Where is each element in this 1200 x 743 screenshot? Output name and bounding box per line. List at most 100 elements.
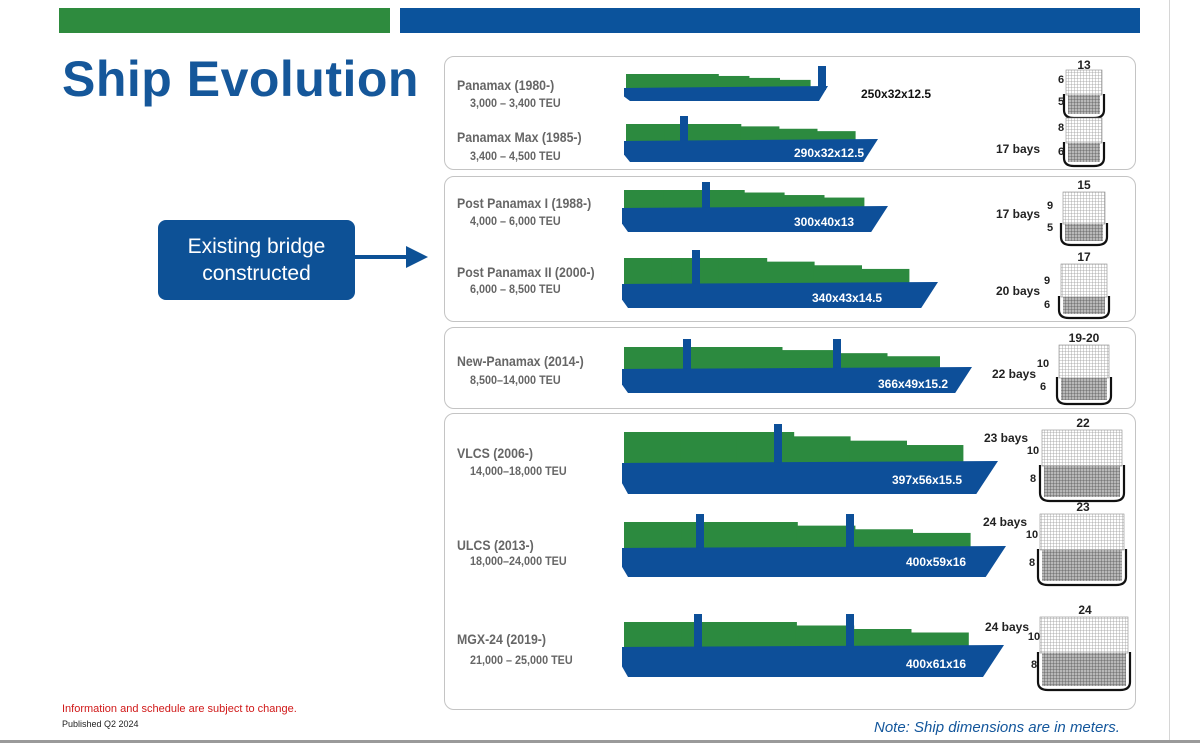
- ship-3-container-stack-5: [861, 268, 910, 286]
- ship-1-cross-section-hull: [1062, 142, 1106, 168]
- disclaimer-text: Information and schedule are subject to …: [62, 703, 297, 715]
- ship-7-cross-section-hull: [1036, 652, 1132, 692]
- ship-4-bays: 22 bays: [992, 367, 1036, 381]
- ship-6-tiers-above-deck: 10: [1026, 529, 1038, 541]
- ship-2-bridge-0: [702, 182, 710, 210]
- ship-7-cross-section-upper: [1039, 616, 1129, 654]
- ship-3-tiers-below-deck: 6: [1044, 299, 1050, 311]
- ship-5-bridge-0: [774, 424, 782, 465]
- ship-1-cross-section-lower: [1068, 143, 1100, 162]
- ship-4-cross-section-lower: [1061, 378, 1107, 400]
- ship-0-container-stack-1: [656, 74, 689, 90]
- ship-2-tiers-below-deck: 5: [1047, 222, 1053, 234]
- ship-7-bridge-1: [846, 614, 854, 649]
- ship-4-cross-section-upper: [1058, 344, 1110, 379]
- ship-3-container-stack-4: [813, 265, 862, 286]
- ship-6-bridge-0: [696, 514, 704, 550]
- ship-0-hull: [624, 86, 828, 101]
- ship-5-dimensions: 397x56x15.5: [892, 473, 962, 487]
- page-right-margin: [1169, 0, 1200, 743]
- ship-7-cross-section-lower: [1042, 653, 1126, 686]
- ship-4-tiers-below-deck: 6: [1040, 381, 1046, 393]
- ship-3-tiers-above-deck: 9: [1044, 275, 1050, 287]
- ship-7-container-stack-5: [910, 632, 969, 649]
- ship-5-tiers-below-deck: 8: [1030, 473, 1036, 485]
- ship-1-bridge-0: [680, 116, 688, 143]
- ship-2-cross-section-upper: [1062, 191, 1106, 225]
- ship-7-container-stack-1: [681, 622, 740, 649]
- ship-2-bays: 17 bays: [996, 207, 1040, 221]
- callout-line-2: constructed: [202, 262, 311, 285]
- ship-2-cross-section-hull: [1059, 223, 1109, 247]
- ship-6-cross-section-hull: [1036, 549, 1128, 587]
- ship-5-hull: [622, 461, 998, 494]
- ship-1-tiers-below-deck: 6: [1058, 146, 1064, 158]
- ship-2-hull: [622, 206, 888, 232]
- ship-7-container-stack-4: [853, 629, 912, 649]
- ship-1-dimensions: 290x32x12.5: [794, 146, 864, 160]
- ship-0-tiers-above-deck: 6: [1058, 74, 1064, 86]
- ship-teu-panamax: 3,000 – 3,400 TEU: [470, 96, 561, 110]
- ship-0-cross-section-upper: [1065, 69, 1103, 96]
- ship-teu-mgx24: 21,000 – 25,000 TEU: [470, 653, 573, 667]
- ship-name-ulcs: ULCS (2013-): [457, 537, 534, 553]
- ship-name-post-panamax-2: Post Panamax II (2000-): [457, 264, 595, 280]
- ship-7-tiers-below-deck: 8: [1031, 659, 1037, 671]
- ship-0-tiers-below-deck: 5: [1058, 96, 1064, 108]
- ship-1-container-stack-0: [626, 124, 666, 143]
- ship-7-dimensions: 400x61x16: [906, 657, 966, 671]
- ship-6-hull: [622, 546, 1006, 577]
- published-text: Published Q2 2024: [62, 719, 139, 729]
- ship-0-dimensions: 250x32x12.5: [861, 87, 931, 101]
- ship-1-container-stack-2: [702, 124, 742, 143]
- ship-5-container-stack-0: [624, 432, 682, 465]
- ship-5-cross-section-hull: [1038, 465, 1126, 503]
- ship-name-vlcs: VLCS (2006-): [457, 445, 533, 461]
- ship-6-container-stack-5: [912, 532, 971, 550]
- ship-teu-new-panamax: 8,500–14,000 TEU: [470, 373, 561, 387]
- ship-2-container-stack-1: [663, 190, 705, 210]
- ship-6-container-stack-3: [796, 525, 856, 550]
- page-title: Ship Evolution: [62, 51, 419, 107]
- ship-name-post-panamax-1: Post Panamax I (1988-): [457, 195, 592, 211]
- ship-4-container-stack-4: [834, 353, 888, 371]
- right-arrow-icon: [354, 246, 428, 268]
- ship-7-container-stack-2: [738, 622, 797, 649]
- ship-7-hull: [622, 645, 1004, 677]
- ship-2-container-stack-0: [624, 190, 665, 210]
- ship-5-tiers-above-deck: 10: [1027, 445, 1039, 457]
- ship-4-hull: [622, 367, 972, 393]
- ship-2-dimensions: 300x40x13: [794, 215, 854, 229]
- ship-3-dimensions: 340x43x14.5: [812, 291, 882, 305]
- ship-0-cross-section-lower: [1068, 95, 1100, 114]
- ship-1-cross-section-upper: [1065, 117, 1103, 144]
- ship-7-bridge-0: [694, 614, 702, 649]
- ship-2-container-stack-4: [783, 195, 825, 210]
- ship-0-bridge-0: [818, 66, 826, 90]
- ship-6-container-stack-0: [624, 522, 683, 550]
- header-bar-green: [59, 8, 390, 33]
- ship-3-container-stack-2: [718, 258, 768, 286]
- ship-6-bridge-1: [846, 514, 854, 550]
- ship-teu-panamax-max: 3,400 – 4,500 TEU: [470, 149, 561, 163]
- ship-name-mgx24: MGX-24 (2019-): [457, 631, 547, 647]
- ship-0-container-stack-2: [687, 74, 719, 90]
- ship-4-container-stack-3: [781, 350, 835, 371]
- ship-3-cross-section-hull: [1057, 296, 1111, 320]
- ship-4-bridge-0: [683, 339, 691, 371]
- ship-4-dimensions: 366x49x15.2: [878, 377, 948, 391]
- ship-4-bridge-1: [833, 339, 841, 371]
- ship-6-container-stack-2: [739, 522, 798, 550]
- ship-1-tiers-above-deck: 8: [1058, 122, 1064, 134]
- ship-7-container-stack-0: [624, 622, 683, 649]
- ship-2-width-label: 15: [1077, 178, 1091, 192]
- ship-0-container-stack-3: [717, 75, 750, 90]
- ship-3-bridge-0: [692, 250, 700, 286]
- header-bar-blue: [400, 8, 1140, 33]
- ship-5-container-stack-1: [680, 432, 738, 465]
- ship-3-cross-section-upper: [1060, 263, 1108, 298]
- ship-0-container-stack-5: [779, 79, 811, 90]
- ship-4-cross-section-hull: [1055, 377, 1113, 406]
- ship-6-container-stack-1: [681, 522, 741, 550]
